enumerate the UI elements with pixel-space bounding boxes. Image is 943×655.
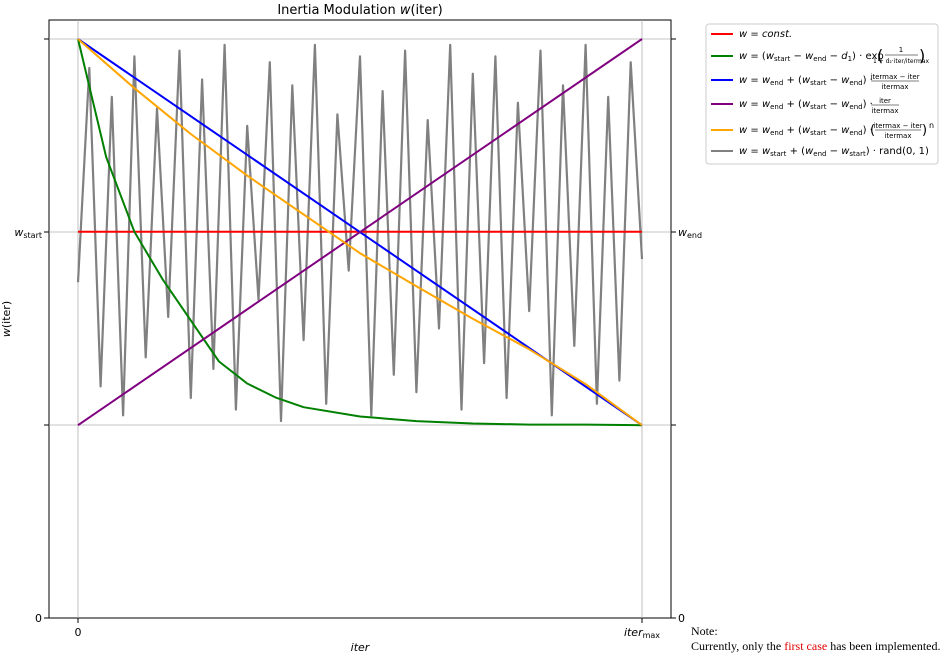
legend-label-const: w = const. [739,29,792,40]
note-body: Currently, only the first case has been … [691,639,941,654]
svg-text:iter: iter [879,97,891,105]
note-text-after: has been implemented. [827,639,941,653]
series-line-3 [77,38,643,427]
legend-power-fraction: ( itermax − iter itermax ) n [870,121,934,140]
series-line-4 [77,38,643,427]
svg-text:itermax: itermax [884,132,911,140]
legend-label-exp: w = (wstart − wend − d1) · exp [739,51,884,63]
series-group [76,38,644,427]
tick-marks [44,38,676,623]
note-heading: Note: [691,624,718,638]
svg-text:n: n [929,121,934,130]
svg-text:1: 1 [899,46,903,54]
ytick-right-wend: wend [678,226,702,240]
svg-text:): ) [919,46,925,65]
legend-linear-inc-fraction: iter itermax [871,97,899,115]
legend-linear-dec-fraction: itermax − iter itermax [870,73,919,91]
svg-text:1 + d₂·iter/itermax: 1 + d₂·iter/itermax [873,58,930,65]
ytick-left-zero: 0 [35,612,42,625]
ytick-left-wstart: wstart [14,226,42,240]
svg-text:itermax − iter: itermax − iter [873,122,922,130]
svg-text:(: ( [870,123,875,138]
xtick-itermax: itermax [624,626,660,640]
note: Note: Currently, only the first case has… [691,624,941,654]
chart-title: Inertia Modulation w(iter) [277,3,442,18]
legend-label-random: w = wstart + (wend − wstart) · rand(0, 1… [739,146,929,158]
series-line-5 [76,43,644,423]
legend-box [705,23,939,165]
xtick-0: 0 [75,626,82,639]
x-axis-label: iter [351,641,371,654]
y-axis-label: w(iter) [0,301,13,337]
svg-text:itermax − iter: itermax − iter [870,73,919,81]
ytick-right-zero: 0 [678,612,685,625]
svg-text:): ) [922,123,927,138]
svg-text:(: ( [877,46,883,65]
svg-text:itermax: itermax [871,107,898,115]
legend: w = const. w = (wstart − wend − d1) · ex… [705,23,939,165]
note-highlight: first case [784,639,828,653]
plot-area [48,19,672,619]
svg-text:itermax: itermax [881,83,908,91]
note-text-before: Currently, only the [691,639,785,653]
series-line-1 [77,38,643,427]
legend-exp-fraction: ( 1 1 + d₂·iter/itermax ) [873,46,930,65]
